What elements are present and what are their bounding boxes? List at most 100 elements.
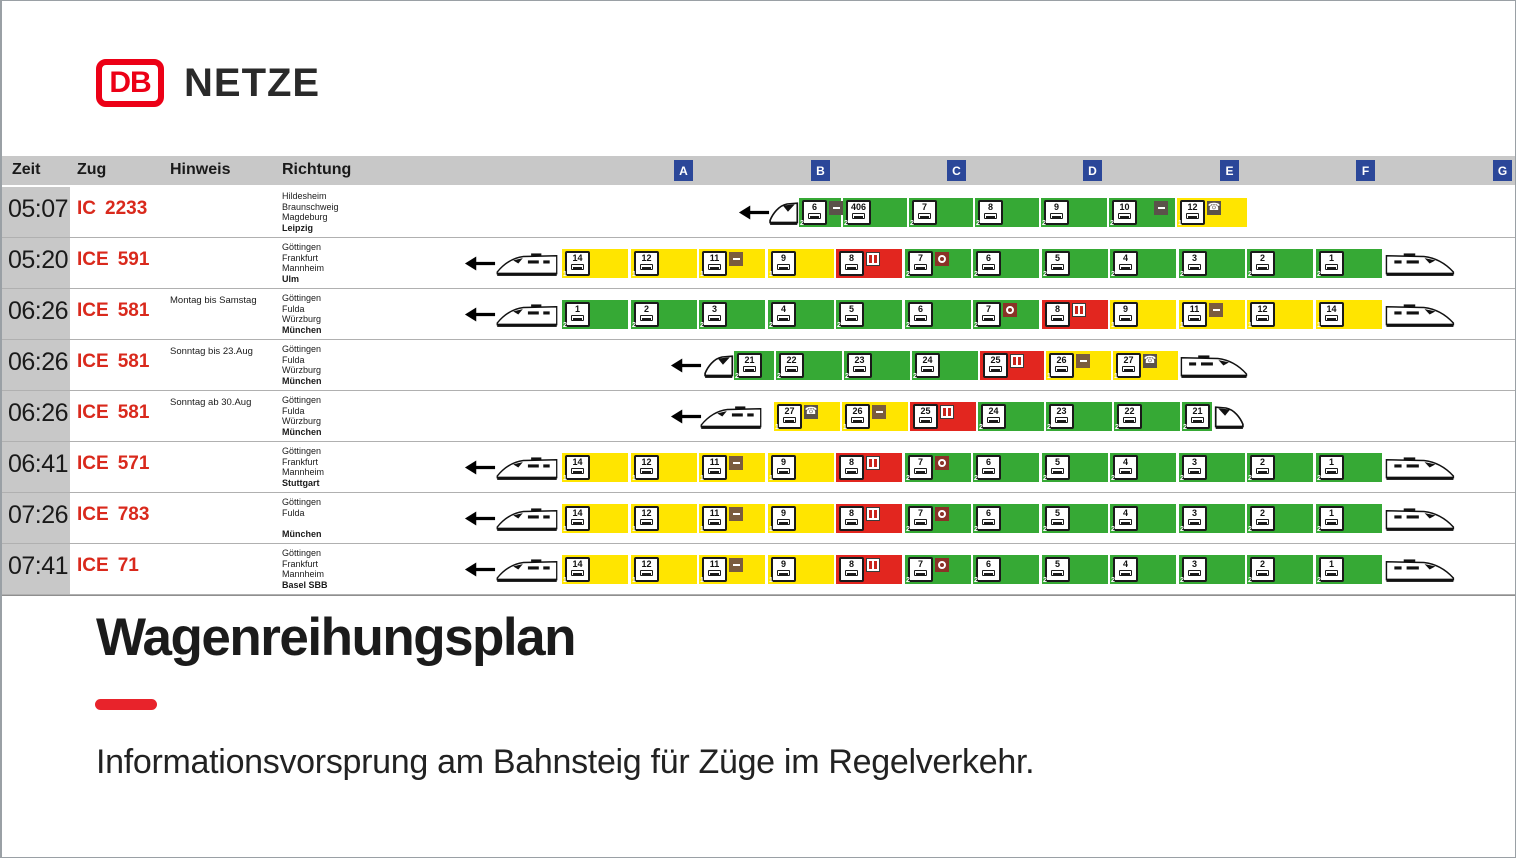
wagon-12: 12 1 (631, 249, 697, 278)
quiet-glyph (875, 411, 883, 413)
train-diagram: 14 1 12 1 11 1 9 1 8 7 2 6 2 5 2 4 2 3 2 2 2 1 2 (2, 544, 1516, 594)
wagon-number: 11 (1189, 304, 1200, 314)
direction-stop: Würzburg (282, 314, 322, 324)
wagon-number-box: 10 (1112, 200, 1137, 225)
class-label: 1 (769, 526, 773, 533)
zeit-cell: 06:26 (2, 340, 70, 390)
richtung-cell: Göttingen Frankfurt Mannheim Stuttgart (282, 446, 324, 488)
class-label: 2 (974, 577, 978, 584)
train-number: 581 (117, 402, 150, 423)
wagon-number: 9 (780, 508, 786, 518)
wagon-number: 3 (1191, 508, 1197, 518)
train-diagram: 6 2 406 2 7 2 8 2 9 2 10 2 12 ☎ 1 (2, 187, 1515, 237)
wagon-number: 9 (1053, 202, 1059, 212)
door-icon (1122, 366, 1135, 372)
column-header-zeit: Zeit (12, 161, 41, 178)
door-icon (1051, 468, 1064, 474)
wagon-number-box: 9 (771, 506, 796, 531)
restaurant-icon (866, 252, 880, 266)
wagon-number-box: 4 (1113, 455, 1138, 480)
door-icon (845, 468, 858, 474)
door-icon (851, 417, 864, 423)
wagon-number: 2 (643, 304, 649, 314)
wagon-21: 21 2 (1182, 402, 1212, 431)
wagon-23: 23 2 (844, 351, 910, 380)
direction-destination: Ulm (282, 273, 300, 284)
wagon-icons (940, 405, 954, 419)
door-icon (708, 468, 721, 474)
door-icon (783, 417, 796, 423)
wagon-icons (935, 456, 949, 470)
class-label: 2 (1317, 475, 1321, 482)
wagon-11: 11 1 (699, 453, 765, 482)
class-label: 2 (837, 322, 841, 329)
wagon-number: 26 (852, 406, 863, 416)
wagon-number: 12 (641, 457, 652, 467)
class-label: 1 (700, 577, 704, 584)
door-icon (1188, 570, 1201, 576)
zeit-cell: 06:26 (2, 391, 70, 441)
wagon-number-box: 14 (1319, 302, 1344, 327)
restaurant-icon (866, 456, 880, 470)
wagon-number-box: 9 (771, 455, 796, 480)
wagon-icons (935, 558, 949, 572)
wheelchair-glyph (938, 255, 946, 263)
wagon-number: 4 (1122, 559, 1128, 569)
wagon-22: 22 2 (776, 351, 842, 380)
class-label: 2 (1043, 577, 1047, 584)
quiet-glyph (732, 564, 740, 566)
class-label: 2 (1043, 526, 1047, 533)
door-icon (708, 315, 721, 321)
wagon-number-box: 27 (777, 404, 802, 429)
wagon-14: 14 1 (562, 555, 628, 584)
door-icon (1188, 468, 1201, 474)
departure-table: Zeit Zug Hinweis Richtung A B C D E F G 05:07 I… (2, 156, 1516, 596)
wagon-8: 8 (1042, 300, 1108, 329)
wheelchair-icon (1003, 303, 1017, 317)
wagon-icons (729, 507, 743, 521)
wagon-icons (1003, 303, 1017, 317)
section-label-F: F (1356, 160, 1375, 181)
direction-stop: Göttingen (282, 548, 322, 558)
class-label: 1 (700, 271, 704, 278)
wagon-number-box: 26 (845, 404, 870, 429)
section-label-C: C (947, 160, 966, 181)
direction-stop: Göttingen (282, 446, 322, 456)
quiet-icon (729, 252, 743, 266)
wagon-number: 11 (709, 559, 720, 569)
wagon-number-box: 14 (565, 251, 590, 276)
class-label: 1 (769, 475, 773, 482)
door-icon (708, 570, 721, 576)
train-tail-long-right-icon (1385, 503, 1457, 534)
richtung-cell: Göttingen Frankfurt Mannheim Ulm (282, 242, 324, 284)
wagon-icons (1140, 303, 1153, 316)
zug-cell: ICE 591 (77, 249, 149, 271)
quiet-icon (1209, 303, 1223, 317)
wagon-icons (798, 558, 811, 571)
class-label: 2 (1180, 271, 1184, 278)
wagon-number-box: 11 (702, 251, 727, 276)
wagon-number-box: 2 (1250, 251, 1275, 276)
door-icon (982, 519, 995, 525)
door-icon (571, 519, 584, 525)
minibar-glyph (1157, 207, 1165, 209)
direction-destination: Basel SBB (282, 579, 328, 590)
door-icon (989, 366, 1002, 372)
wagon-number: 11 (709, 253, 720, 263)
quiet-icon (872, 405, 886, 419)
wagon-12: 12 ☎ 1 (1177, 198, 1247, 227)
wagon-12: 12 1 (631, 453, 697, 482)
wagon-icons (1139, 201, 1168, 215)
train-head-long-left-icon (494, 554, 558, 585)
train-diagram: 21 2 22 2 23 2 24 2 25 26 1 27 ☎ 1 (2, 340, 1516, 390)
wagon-number: 9 (780, 253, 786, 263)
grid-icon (798, 456, 811, 469)
wagon-icons (1209, 303, 1223, 317)
